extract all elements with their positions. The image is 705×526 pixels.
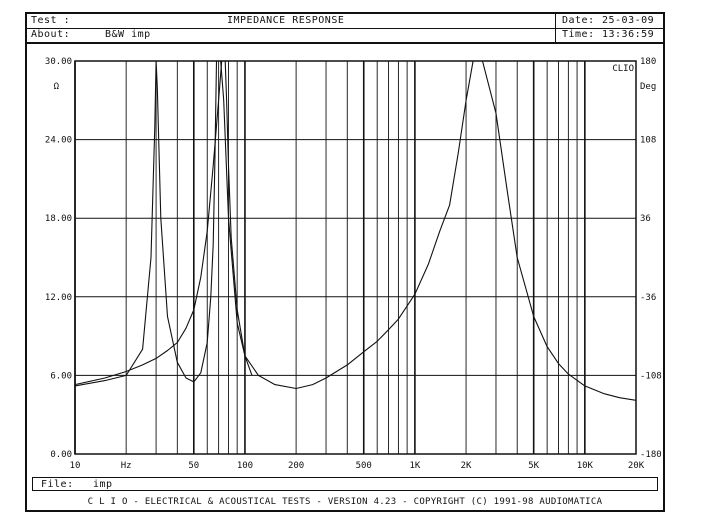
x-tick-label: 100 bbox=[237, 461, 253, 471]
date-value: 25-03-09 bbox=[602, 15, 655, 26]
date-label: Date: bbox=[562, 15, 595, 26]
x-tick-label: 5K bbox=[528, 461, 539, 471]
impedance-curve-2 bbox=[74, 60, 253, 386]
header-row-2: About: B&W imp Time: 13:36:59 bbox=[27, 28, 663, 44]
clio-corner-label: CLIO bbox=[612, 64, 634, 74]
x-tick-label: 500 bbox=[356, 461, 372, 471]
header-row-1: Test : IMPEDANCE RESPONSE Date: 25-03-09 bbox=[27, 14, 663, 29]
y-right-tick-label: -36 bbox=[640, 293, 656, 303]
footer-copyright: C L I O - ELECTRICAL & ACOUSTICAL TESTS … bbox=[87, 497, 603, 507]
plot-area-border bbox=[74, 60, 637, 455]
x-tick-label: Hz bbox=[121, 461, 132, 471]
impedance-chart: 30.00 24.00 18.00 12.00 6.00 0.00 Ω 180 108 36 -36… bbox=[45, 57, 662, 471]
impedance-curve-1 bbox=[74, 60, 637, 401]
x-tick-label: 200 bbox=[288, 461, 304, 471]
x-tick-label: 2K bbox=[461, 461, 472, 471]
time-label: Time: bbox=[562, 29, 595, 40]
file-value: imp bbox=[93, 479, 113, 490]
report-title: IMPEDANCE RESPONSE bbox=[227, 15, 345, 26]
y-right-tick-label: 108 bbox=[640, 136, 656, 146]
y-left-unit: Ω bbox=[54, 82, 60, 92]
x-tick-label: 50 bbox=[188, 461, 199, 471]
y-left-tick-label: 0.00 bbox=[50, 450, 72, 460]
y-right-tick-label: -180 bbox=[640, 450, 662, 460]
x-tick-label: 10 bbox=[70, 461, 81, 471]
x-tick-label: 20K bbox=[628, 461, 645, 471]
about-value: B&W imp bbox=[105, 29, 151, 40]
y-right-tick-label: 36 bbox=[640, 214, 651, 224]
about-label: About: bbox=[31, 29, 71, 40]
y-left-tick-label: 12.00 bbox=[45, 293, 72, 303]
y-left-tick-label: 6.00 bbox=[50, 371, 72, 381]
y-left-tick-label: 18.00 bbox=[45, 214, 72, 224]
y-right-tick-label: -108 bbox=[640, 371, 662, 381]
clio-report-frame: Test : IMPEDANCE RESPONSE Date: 25-03-09… bbox=[25, 12, 665, 512]
x-tick-label: 10K bbox=[577, 461, 594, 471]
y-right-tick-label: 180 bbox=[640, 57, 656, 67]
y-right-unit: Deg bbox=[640, 82, 656, 92]
test-label: Test : bbox=[31, 15, 71, 26]
time-value: 13:36:59 bbox=[602, 29, 655, 40]
header-divider bbox=[555, 14, 556, 42]
y-left-tick-label: 30.00 bbox=[45, 57, 72, 67]
file-label: File: bbox=[41, 479, 74, 490]
file-bar: File: imp bbox=[32, 477, 658, 491]
y-left-tick-label: 24.00 bbox=[45, 136, 72, 146]
x-tick-label: 1K bbox=[409, 461, 420, 471]
